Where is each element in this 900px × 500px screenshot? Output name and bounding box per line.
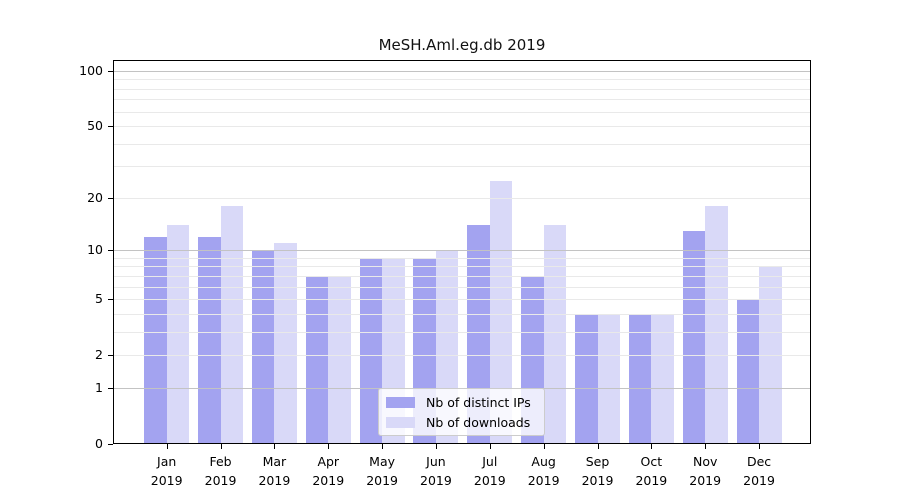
bar-ips-jan — [144, 236, 167, 444]
x-tick-mark-apr — [328, 444, 330, 449]
y-tick-label-10: 10 — [87, 242, 103, 258]
minor-gridline-30 — [113, 166, 811, 168]
minor-gridline-4 — [113, 313, 811, 315]
x-tick-label-jul: Jul 2019 — [450, 452, 530, 490]
bar-downloads-oct — [651, 313, 674, 444]
x-tick-mark-nov — [705, 444, 707, 449]
y-tick-label-1: 1 — [95, 379, 103, 395]
y-tick-label-50: 50 — [87, 118, 103, 134]
legend: Nb of distinct IPs Nb of downloads — [378, 388, 545, 436]
x-tick-year-oct: 2019 — [635, 473, 668, 488]
x-tick-mark-aug — [543, 444, 545, 449]
bar-downloads-dec — [759, 266, 782, 444]
x-tick-year-jan: 2019 — [150, 473, 183, 488]
y-tick-mark-10 — [108, 250, 113, 252]
minor-gridline-20 — [113, 197, 811, 199]
minor-gridline-8 — [113, 266, 811, 268]
y-tick-label-20: 20 — [87, 189, 103, 205]
bar-downloads-nov — [705, 206, 728, 444]
bar-downloads-apr — [328, 275, 351, 444]
x-tick-mark-dec — [759, 444, 761, 449]
y-tick-mark-0 — [108, 444, 113, 445]
legend-label-downloads: Nb of downloads — [426, 414, 531, 430]
legend-label-distinct-ips: Nb of distinct IPs — [426, 394, 531, 410]
x-tick-year-apr: 2019 — [312, 473, 345, 488]
bar-ips-sep — [575, 313, 598, 444]
x-tick-year-may: 2019 — [366, 473, 398, 488]
bar-downloads-aug — [543, 225, 567, 444]
x-tick-mark-sep — [597, 444, 599, 449]
y-tick-mark-20 — [108, 197, 113, 199]
x-tick-label-may: May 2019 — [342, 452, 422, 490]
legend-swatch-distinct-ips — [386, 396, 415, 408]
minor-gridline-90 — [113, 79, 811, 81]
x-tick-year-dec: 2019 — [743, 473, 775, 488]
bar-ips-may — [359, 257, 383, 444]
x-tick-label-oct: Oct 2019 — [611, 452, 691, 490]
bar-ips-nov — [682, 230, 706, 444]
x-tick-mark-feb — [220, 444, 222, 449]
minor-gridline-3 — [113, 331, 811, 333]
x-tick-mark-may — [382, 444, 384, 449]
bar-ips-apr — [305, 275, 329, 444]
bar-downloads-mar — [274, 243, 297, 444]
x-tick-label-mar: Mar 2019 — [234, 452, 314, 490]
legend-swatch-downloads — [386, 416, 415, 428]
x-tick-mark-oct — [651, 444, 653, 449]
x-tick-mark-jan — [166, 444, 168, 449]
y-tick-mark-5 — [108, 299, 113, 301]
y-tick-label-0: 0 — [95, 436, 103, 451]
x-tick-label-feb: Feb 2019 — [181, 452, 261, 490]
y-tick-mark-100 — [108, 70, 113, 72]
minor-gridline-70 — [113, 99, 811, 101]
bar-ips-feb — [198, 236, 221, 444]
minor-gridline-5 — [113, 299, 811, 301]
major-gridline-100 — [113, 70, 811, 72]
bar-ips-dec — [736, 299, 760, 444]
y-tick-mark-50 — [108, 126, 113, 128]
minor-gridline-6 — [113, 286, 811, 288]
y-tick-label-100: 100 — [79, 62, 103, 78]
x-tick-mark-mar — [274, 444, 276, 449]
minor-gridline-7 — [113, 275, 811, 277]
minor-gridline-50 — [113, 126, 811, 128]
x-tick-mark-jul — [489, 444, 491, 449]
bar-downloads-jan — [166, 225, 190, 444]
minor-gridline-9 — [113, 257, 811, 259]
x-tick-label-apr: Apr 2019 — [288, 452, 368, 490]
x-tick-year-feb: 2019 — [204, 473, 237, 488]
y-tick-label-2: 2 — [95, 347, 103, 363]
x-tick-mark-jun — [435, 444, 437, 449]
y-tick-mark-1 — [108, 387, 113, 389]
minor-gridline-60 — [113, 111, 811, 113]
major-gridline-10 — [113, 250, 811, 252]
x-tick-label-nov: Nov 2019 — [665, 452, 745, 490]
bar-downloads-sep — [597, 313, 620, 444]
minor-gridline-40 — [113, 143, 811, 145]
legend-item-distinct-ips: Nb of distinct IPs — [386, 395, 537, 410]
y-tick-mark-2 — [108, 355, 113, 357]
x-tick-year-mar: 2019 — [258, 473, 291, 488]
x-tick-label-aug: Aug 2019 — [504, 452, 584, 490]
minor-gridline-80 — [113, 88, 811, 90]
x-tick-year-aug: 2019 — [527, 473, 560, 488]
bar-ips-oct — [628, 313, 652, 444]
minor-gridline-2 — [113, 355, 811, 357]
x-tick-label-jan: Jan 2019 — [127, 452, 207, 490]
x-tick-year-jul: 2019 — [473, 473, 506, 488]
chart-title: MeSH.Aml.eg.db 2019 — [378, 36, 546, 54]
x-tick-label-jun: Jun 2019 — [396, 452, 476, 490]
bar-downloads-feb — [220, 206, 244, 444]
x-tick-year-nov: 2019 — [689, 473, 722, 488]
bar-downloads-jul — [489, 180, 513, 444]
x-tick-year-jun: 2019 — [420, 473, 452, 488]
x-tick-label-dec: Dec 2019 — [719, 452, 799, 490]
x-tick-year-sep: 2019 — [581, 473, 614, 488]
legend-item-downloads: Nb of downloads — [386, 415, 537, 430]
bar-ips-mar — [251, 250, 275, 444]
y-tick-label-5: 5 — [95, 291, 103, 307]
x-tick-label-sep: Sep 2019 — [558, 452, 638, 490]
